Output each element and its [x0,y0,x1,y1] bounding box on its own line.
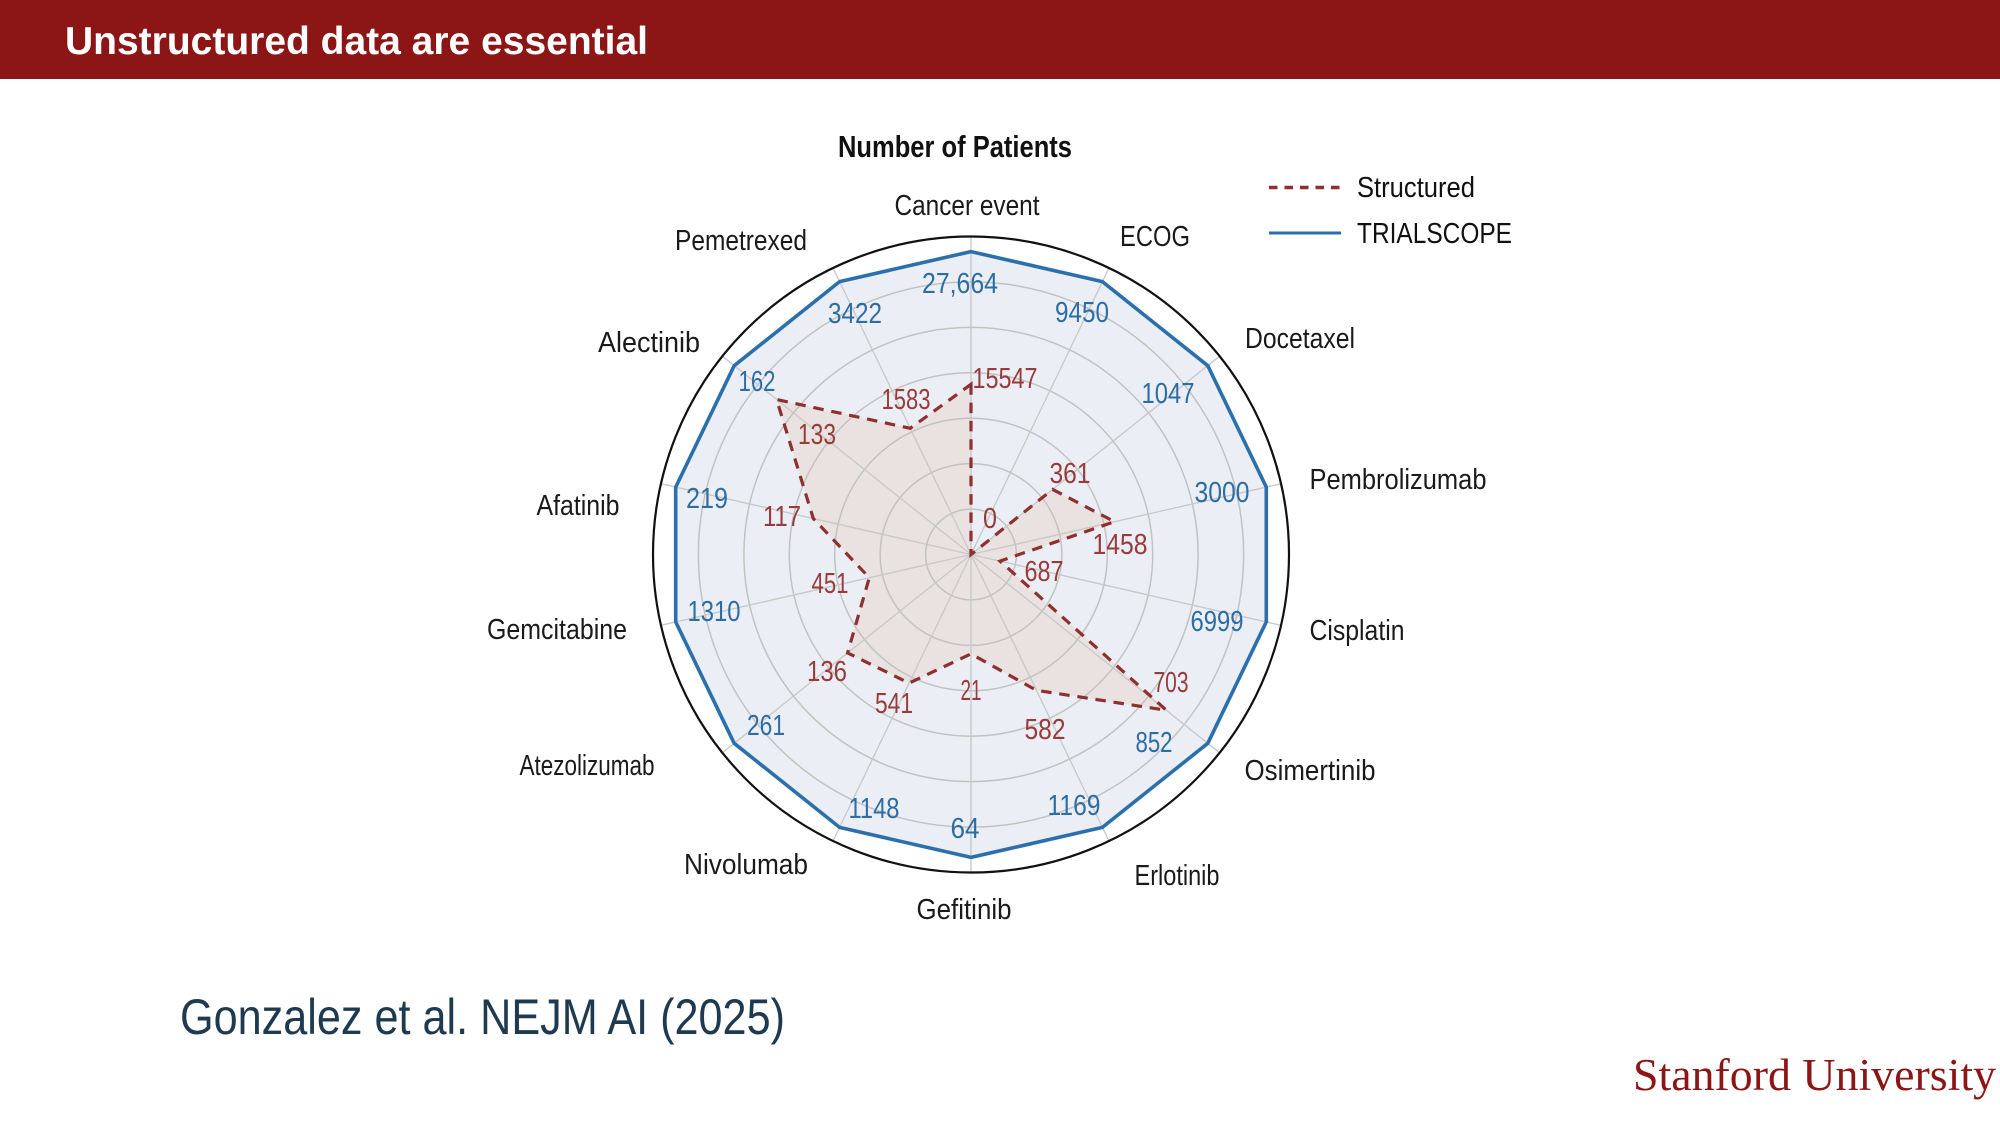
svg-text:261: 261 [747,710,785,742]
svg-text:703: 703 [1154,667,1189,699]
svg-text:21: 21 [961,675,982,707]
svg-text:136: 136 [807,656,847,688]
svg-text:27,664: 27,664 [922,268,998,300]
svg-text:133: 133 [798,419,836,451]
svg-text:1583: 1583 [882,384,931,416]
svg-text:Structured: Structured [1357,172,1475,204]
svg-text:9450: 9450 [1055,297,1109,329]
svg-text:TRIALSCOPE: TRIALSCOPE [1357,218,1512,250]
svg-text:Cancer event: Cancer event [895,190,1040,222]
svg-text:541: 541 [875,688,913,720]
svg-text:Docetaxel: Docetaxel [1245,323,1355,355]
svg-text:1458: 1458 [1093,529,1148,561]
svg-text:1047: 1047 [1142,378,1195,410]
svg-text:451: 451 [812,568,849,600]
svg-text:1310: 1310 [688,596,741,628]
svg-text:Pembrolizumab: Pembrolizumab [1310,464,1487,496]
svg-text:ECOG: ECOG [1120,221,1190,253]
svg-text:Unstructured data are essentia: Unstructured data are essential [65,20,648,63]
svg-text:Pemetrexed: Pemetrexed [675,225,807,257]
svg-text:3422: 3422 [828,298,882,330]
svg-text:64: 64 [951,813,980,845]
svg-text:Nivolumab: Nivolumab [684,849,808,881]
svg-text:1169: 1169 [1048,790,1101,822]
svg-text:Afatinib: Afatinib [537,490,620,522]
svg-text:Gefitinib: Gefitinib [917,894,1012,926]
svg-text:6999: 6999 [1191,606,1244,638]
svg-text:219: 219 [686,483,728,515]
svg-text:162: 162 [739,366,776,398]
svg-text:582: 582 [1025,714,1066,746]
svg-text:117: 117 [763,501,801,533]
svg-text:0: 0 [983,503,997,535]
svg-text:3000: 3000 [1195,477,1250,509]
svg-text:Atezolizumab: Atezolizumab [520,750,655,782]
svg-text:Osimertinib: Osimertinib [1245,755,1376,787]
svg-text:Erlotinib: Erlotinib [1135,860,1220,892]
svg-text:Gonzalez et al. NEJM AI (2025): Gonzalez et al. NEJM AI (2025) [180,989,785,1045]
svg-text:Alectinib: Alectinib [598,327,700,359]
svg-text:Gemcitabine: Gemcitabine [487,614,627,646]
svg-text:Stanford University: Stanford University [1633,1050,1997,1100]
svg-text:15547: 15547 [973,363,1038,395]
svg-text:687: 687 [1025,556,1064,588]
svg-text:1148: 1148 [849,793,900,825]
svg-text:Cisplatin: Cisplatin [1310,615,1405,647]
svg-text:Number of Patients: Number of Patients [838,129,1072,164]
svg-text:361: 361 [1050,458,1091,490]
svg-text:852: 852 [1136,727,1173,759]
